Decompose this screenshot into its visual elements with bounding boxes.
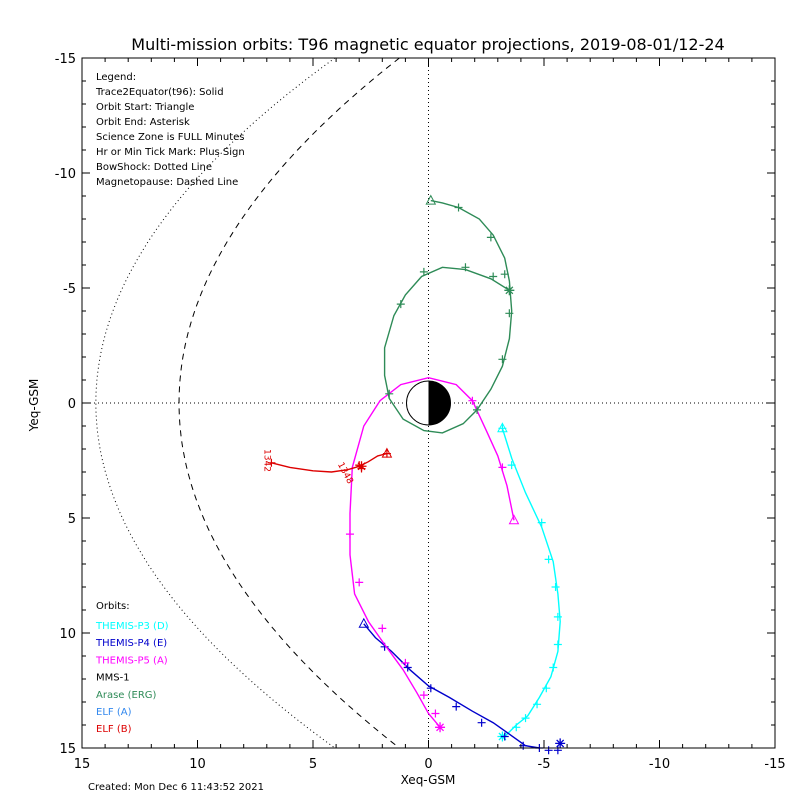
tick-mark — [489, 272, 498, 281]
orbit-end-asterisk — [555, 738, 566, 749]
orbit-start-triangle — [508, 514, 520, 525]
tick-mark — [512, 723, 521, 732]
chart-title: Multi-mission orbits: T96 magnetic equat… — [131, 35, 724, 54]
y-axis-label: Yeq-GSM — [27, 379, 41, 433]
x-axis-label: Xeq-GSM — [401, 773, 456, 787]
series-themis-p5-a — [345, 376, 520, 733]
tick-mark — [378, 624, 387, 633]
series-themis-p4-e — [358, 617, 566, 755]
y-tick-label: -5 — [63, 282, 76, 297]
tick-mark — [403, 663, 412, 672]
tick-mark — [498, 355, 507, 364]
tick-mark — [267, 458, 276, 467]
legend: Legend: Trace2Equator(t96): Solid Orbit St… — [95, 72, 245, 188]
tick-mark — [477, 718, 486, 727]
orbits-legend: Orbits: THEMIS-P3 (D) THEMIS-P4 (E) THEMIS-… — [95, 601, 169, 735]
orbit-line — [349, 376, 515, 728]
orbit-start-triangle — [425, 194, 437, 205]
y-tick-label: 10 — [59, 627, 76, 642]
tick-mark — [486, 233, 495, 242]
orbit-end-asterisk — [356, 461, 367, 472]
tick-mark — [521, 714, 530, 723]
orbit-start-triangle — [497, 422, 508, 433]
tick-mark — [473, 405, 482, 414]
series-layer — [267, 194, 566, 755]
x-tick-label: 5 — [309, 757, 317, 772]
orbit-legend-entry: ELF (A) — [96, 707, 132, 718]
orbit-line — [271, 452, 388, 473]
orbit-start-triangle — [358, 617, 370, 628]
y-tick-label: -10 — [55, 167, 76, 182]
time-annotation: 1342 — [261, 449, 271, 472]
tick-mark — [500, 270, 509, 279]
legend-line: BowShock: Dotted Line — [96, 162, 212, 173]
tick-mark — [553, 640, 562, 649]
legend-line: Science Zone is FULL Minutes — [96, 132, 245, 143]
y-tick-label: -15 — [55, 52, 76, 67]
orbit-end-asterisk — [435, 722, 446, 733]
tick-mark — [419, 691, 428, 700]
tick-mark — [544, 555, 553, 564]
axis-ticks: 15 10 5 0 -5 -10 -15 -15 -10 -5 0 5 10 15 — [55, 52, 786, 772]
series-elf-b — [267, 447, 393, 473]
x-tick-label: -10 — [649, 757, 670, 772]
orbit-line — [383, 199, 513, 434]
created-stamp: Created: Mon Dec 6 11:43:52 2021 — [88, 782, 264, 793]
series-themis-p3-d — [497, 422, 562, 742]
tick-mark — [537, 518, 546, 527]
legend-line: Legend: — [96, 72, 136, 83]
earth-symbol — [406, 380, 451, 426]
tick-mark — [505, 309, 514, 318]
y-tick-label: 5 — [68, 512, 76, 527]
x-tick-label: 10 — [189, 757, 206, 772]
tick-mark — [551, 583, 560, 591]
tick-mark — [553, 612, 562, 621]
legend-line: Hr or Min Tick Mark: Plus Sign — [96, 147, 245, 158]
orbit-legend-entry: Arase (ERG) — [96, 690, 157, 701]
tick-mark — [500, 732, 509, 741]
tick-mark — [396, 300, 405, 309]
tick-mark — [498, 463, 507, 472]
legend-line: Orbit Start: Triangle — [96, 102, 194, 113]
earth-night-side — [428, 381, 451, 425]
x-tick-label: -5 — [538, 757, 551, 772]
tick-mark — [542, 684, 551, 693]
tick-mark — [452, 702, 461, 711]
tick-mark — [355, 578, 364, 587]
orbit-legend-entry: THEMIS-P4 (E) — [95, 638, 167, 649]
tick-mark — [401, 658, 410, 667]
x-tick-label: 15 — [74, 757, 91, 772]
orbit-end-asterisk — [504, 285, 515, 296]
tick-mark — [385, 389, 394, 398]
series-arase-erg — [383, 194, 515, 434]
orbit-start-triangle — [381, 447, 393, 458]
legend-line: Trace2Equator(t96): Solid — [95, 87, 224, 98]
orbit-legend-entry: THEMIS-P3 (D) — [95, 621, 169, 632]
tick-mark — [454, 203, 463, 212]
orbit-legend-entry: ELF (B) — [96, 724, 132, 735]
orbit-legend-entry: THEMIS-P5 (A) — [95, 655, 168, 666]
tick-mark — [468, 396, 477, 405]
x-tick-label: 0 — [424, 757, 432, 772]
orbits-header: Orbits: — [96, 601, 130, 612]
orbit-legend-entry: MMS-1 — [96, 673, 130, 684]
tick-mark — [549, 663, 558, 672]
tick-mark — [419, 267, 428, 276]
y-tick-label: 15 — [59, 742, 76, 757]
tick-mark — [507, 461, 516, 470]
y-tick-label: 0 — [68, 397, 76, 412]
tick-mark — [345, 530, 354, 539]
orbit-line — [363, 623, 540, 749]
legend-line: Magnetopause: Dashed Line — [96, 177, 238, 188]
x-tick-label: -15 — [764, 757, 785, 772]
tick-mark — [426, 684, 435, 693]
tick-mark — [533, 700, 542, 709]
orbit-line — [501, 428, 561, 737]
tick-mark — [461, 263, 470, 272]
tick-mark — [431, 709, 440, 718]
legend-line: Orbit End: Asterisk — [96, 117, 190, 128]
